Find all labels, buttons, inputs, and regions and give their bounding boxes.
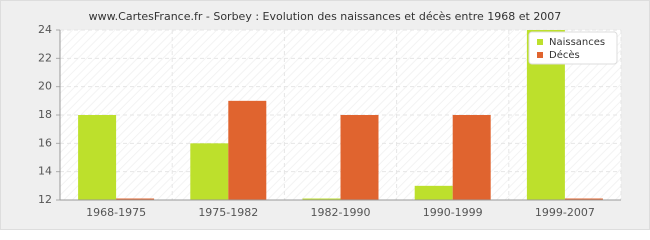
bar	[78, 115, 117, 200]
bar	[228, 100, 267, 200]
bar	[340, 115, 379, 200]
y-tick-label: 16	[38, 136, 52, 149]
legend-label: Décès	[549, 49, 580, 61]
bar	[116, 198, 155, 200]
y-tick-label: 22	[38, 51, 52, 64]
x-tick-label: 1975-1982	[198, 206, 258, 219]
y-tick-label: 14	[38, 165, 52, 178]
legend-swatch	[537, 39, 543, 45]
y-tick-label: 20	[38, 80, 52, 93]
bar	[564, 198, 603, 200]
bar	[302, 198, 341, 200]
x-tick-label: 1982-1990	[311, 206, 371, 219]
legend-box	[528, 31, 618, 65]
bar	[452, 115, 491, 200]
y-tick-label: 24	[38, 23, 52, 36]
y-tick-label: 18	[38, 108, 52, 121]
x-tick-label: 1999-2007	[535, 206, 595, 219]
chart: www.CartesFrance.fr - Sorbey : Evolution…	[0, 0, 650, 230]
chart-title: www.CartesFrance.fr - Sorbey : Evolution…	[89, 10, 562, 23]
y-tick-label: 12	[38, 193, 52, 206]
bar	[414, 185, 453, 200]
x-tick-label: 1990-1999	[423, 206, 483, 219]
bar	[190, 143, 229, 200]
legend-label: Naissances	[549, 37, 605, 48]
x-tick-label: 1968-1975	[86, 206, 146, 219]
legend-swatch	[537, 52, 543, 58]
